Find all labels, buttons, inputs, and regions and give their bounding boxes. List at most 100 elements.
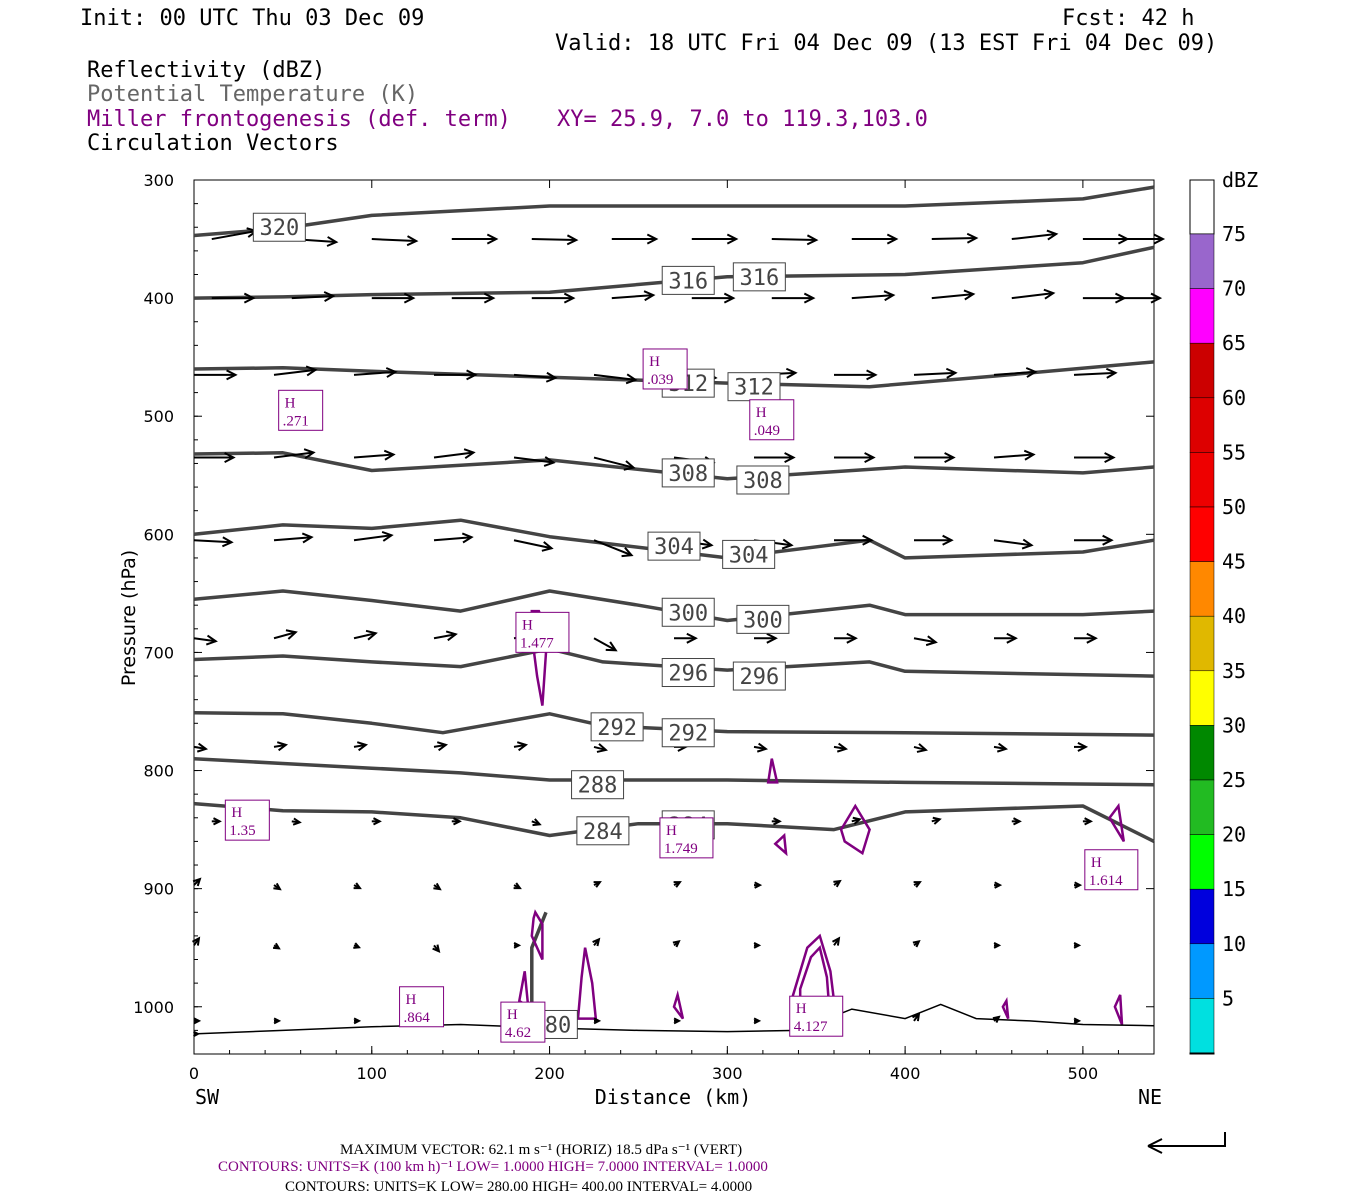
theta-contour-304 [193,518,1155,560]
vector-arrowhead [944,452,956,463]
x-right-label: NE [1138,1085,1162,1109]
y-tick-label: 1000 [133,998,174,1017]
y-tick-label: 600 [143,525,174,544]
theta-label-text: 292 [597,716,637,741]
vector-arrowhead [963,289,976,301]
colorbar-label: 10 [1222,932,1246,956]
vector-arrowhead [1077,741,1089,752]
theta-label: 296 [661,658,715,688]
colorbar-label: 20 [1222,823,1246,847]
colorbar-cell [1189,342,1215,399]
colorbar-cell [1189,452,1215,508]
vector-arrowhead [993,941,1002,949]
vector-arrowhead [196,742,209,753]
frontogenesis-max-label: H 1.477 [515,611,570,653]
vector-arrowhead [453,817,462,826]
vector-arrowhead [463,448,476,460]
vector-arrowhead [1084,817,1093,826]
theta-label-text: 312 [734,376,774,401]
theta-label-box [732,262,786,292]
theta-label-box [661,658,715,688]
colorbar-label: 5 [1222,986,1234,1010]
circulation-vector [931,293,974,300]
vector-arrowhead [516,741,529,752]
footer-max-vector: MAXIMUM VECTOR: 62.1 m s⁻¹ (HORIZ) 18.5 … [340,1142,742,1158]
frontogenesis-max-value: .049 [754,423,780,439]
vector-arrowhead [1074,881,1083,889]
frontogenesis-max-box [278,389,324,431]
circulation-vector [593,539,632,557]
vector-arrowhead [593,1017,602,1025]
vector-arrowhead [754,881,763,889]
vector-arrowhead [541,541,554,552]
frontogenesis-max-label: H 1.35 [224,799,270,841]
circulation-vector [513,539,552,550]
frontogenesis-max-value: 4.62 [505,1025,531,1041]
vector-arrowhead [323,291,336,302]
colorbar-label: 15 [1222,877,1246,901]
vector-arrowhead [305,365,318,377]
theta-contour-284 [193,801,1155,843]
vector-arrowhead [403,292,416,304]
colorbar-cell [1189,670,1215,726]
vector-arrowhead [994,881,1003,889]
vector-arrowhead [224,452,236,463]
vector-arrowhead [385,367,398,378]
colorbar-cell [1189,233,1215,289]
vector-arrowhead [1104,452,1116,463]
circulation-vector [353,534,392,542]
vector-arrowhead [996,742,1009,753]
circulation-vector [1073,371,1116,376]
vector-arrowhead [532,818,542,827]
theta-label: 308 [736,465,790,495]
circulation-vector [593,637,617,652]
vector-arrowhead [273,1017,282,1025]
frontogenesis-max-marker: H [666,823,677,839]
vector-arrowhead [886,233,899,245]
vector-arrowhead [913,881,922,888]
vector-arrowhead [513,941,522,949]
y-tick-label: 500 [143,407,174,426]
frontogenesis-max-value: .039 [647,372,673,388]
vector-arrowhead [1105,367,1118,379]
theta-label-box [661,265,715,295]
theta-label-box [571,770,625,800]
frontogenesis-max-marker: H [522,617,533,633]
frontogenesis-max-value: 1.477 [520,635,554,651]
vector-arrowhead [1013,817,1022,826]
theta-label-text: 304 [729,543,769,568]
vector-arrowhead [292,817,302,826]
vector-arrowhead [992,1015,1001,1023]
vector-arrowhead [864,452,876,463]
legend-xy: XY= 25.9, 7.0 to 119.3,103.0 [557,107,928,132]
vector-arrowhead [756,742,769,753]
circulation-vector [291,295,334,300]
x-tick-label: 400 [890,1064,921,1083]
theta-label-box [647,531,701,561]
colorbar-cell [1189,834,1215,890]
theta-label-text: 292 [668,722,708,747]
colorbar-cell [1189,506,1215,562]
theta-label-text: 308 [743,469,783,494]
theta-label-text: 320 [259,216,299,241]
vector-arrowhead [925,635,938,647]
colorbar-label: 35 [1222,659,1246,683]
circulation-vector [593,373,636,381]
vector-arrowhead [243,292,256,304]
vector-arrowhead [942,534,954,546]
colorbar-cell [1189,397,1215,453]
colorbar-cell [1189,725,1215,781]
vector-arrowhead [1025,367,1038,378]
theta-label: 300 [736,604,790,634]
theta-contour-316 [193,245,1155,300]
vector-arrowhead [621,547,634,558]
vector-arrowhead [1073,1017,1082,1025]
legend-frontogenesis: Miller frontogenesis (def. term) [87,107,511,132]
frontogenesis-max-label: H .049 [749,399,795,441]
frontogenesis-contour [773,832,788,857]
vector-arrowhead [1043,288,1056,300]
vector-arrowhead [596,743,608,753]
circulation-vector [353,453,394,459]
legend-theta: Potential Temperature (K) [87,82,418,107]
